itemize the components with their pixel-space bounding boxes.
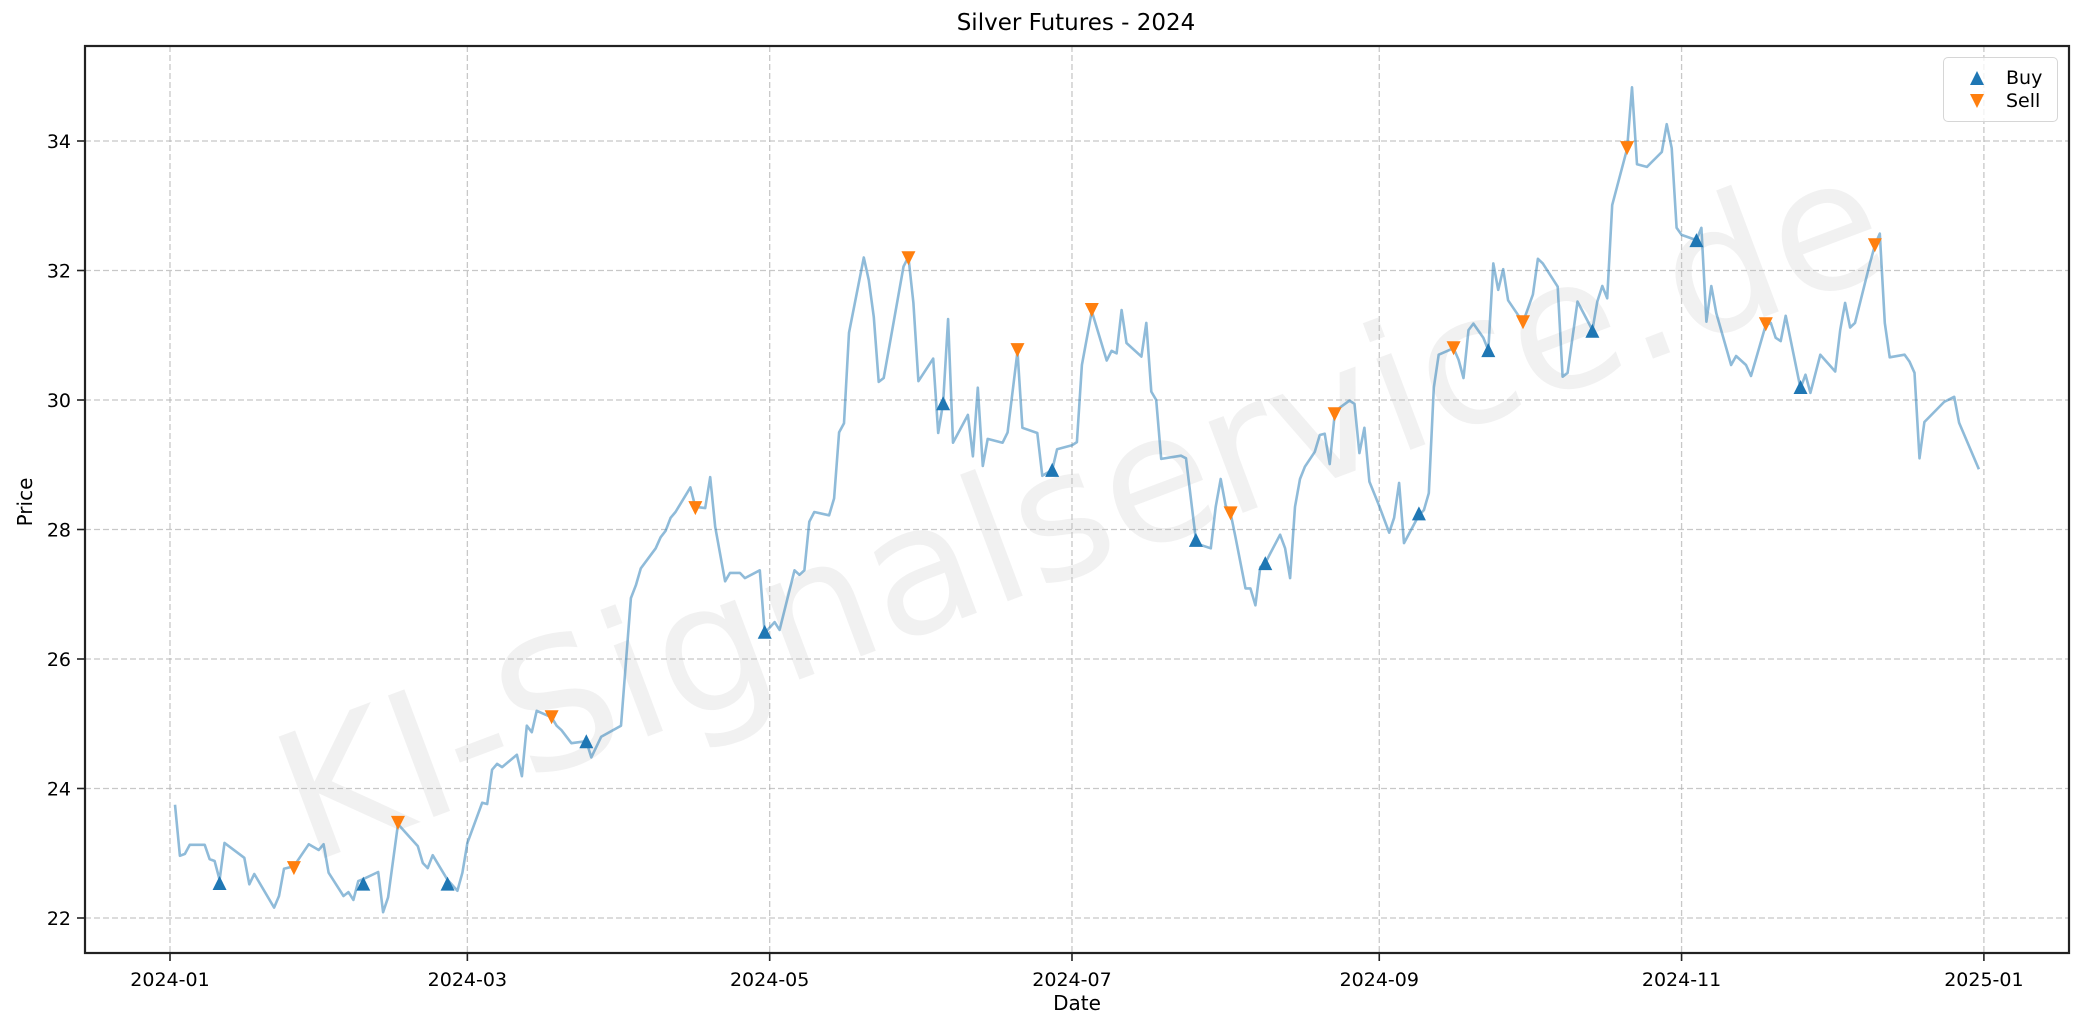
buy-marker (936, 396, 951, 411)
sell-marker (544, 710, 559, 725)
buy-marker (356, 876, 371, 891)
x-tick-label: 2024-03 (428, 969, 507, 991)
sell-marker (901, 251, 916, 266)
x-tick-label: 2025-01 (1944, 969, 2023, 991)
sell-marker (390, 815, 405, 830)
axes-frame (83, 44, 2071, 955)
buy-marker (212, 876, 227, 891)
y-tick-label: 24 (47, 779, 71, 801)
sell-marker (1515, 315, 1530, 330)
price-line (173, 86, 1981, 914)
x-tick-label: 2024-11 (1642, 969, 1721, 991)
sell-marker (1010, 343, 1025, 358)
chart-title: Silver Futures - 2024 (956, 10, 1196, 36)
y-tick-label: 34 (47, 131, 71, 153)
x-tick-label: 2024-05 (730, 969, 809, 991)
buy-marker (1689, 233, 1704, 248)
sell-marker (688, 501, 703, 516)
y-axis-ticks: 22 24 26 28 30 32 34 (47, 131, 85, 930)
grid-lines (85, 46, 2069, 953)
sell-marker (1084, 302, 1099, 317)
x-tick-label: 2024-07 (1032, 969, 1111, 991)
sell-marker (1758, 317, 1773, 332)
buy-marker (1188, 532, 1203, 547)
buy-marker (1481, 343, 1496, 358)
sell-marker (1446, 341, 1461, 356)
buy-marker (1585, 323, 1600, 338)
sell-marker (1327, 407, 1342, 422)
buy-marker (440, 876, 455, 891)
y-tick-label: 28 (47, 520, 71, 542)
buy-marker (1793, 380, 1808, 395)
sell-marker (1223, 506, 1238, 521)
buy-markers (212, 233, 1808, 891)
sell-marker (1867, 238, 1882, 253)
y-tick-label: 32 (47, 261, 71, 283)
y-tick-label: 26 (47, 649, 71, 671)
legend: Buy Sell (1943, 57, 2058, 122)
x-axis-ticks: 2024-01 2024-03 2024-05 2024-07 2024-09 2024-… (130, 953, 2024, 991)
legend-label-sell: Sell (2006, 90, 2041, 112)
buy-marker (579, 734, 594, 749)
watermark-text: KI-Signalservice.de (250, 113, 1911, 904)
y-tick-label: 22 (47, 908, 71, 930)
x-tick-label: 2024-01 (130, 969, 209, 991)
y-tick-label: 30 (47, 390, 71, 412)
sell-marker (1620, 141, 1635, 156)
buy-marker (1258, 556, 1273, 571)
buy-marker (1045, 462, 1060, 477)
legend-item-sell: Sell (1944, 89, 2040, 113)
sell-marker (286, 861, 301, 876)
y-axis-label: Price (13, 477, 37, 527)
triangle-up-icon (1962, 71, 1992, 85)
buy-marker (1411, 506, 1426, 521)
watermark: KI-Signalservice.de (250, 113, 1911, 904)
x-tick-label: 2024-09 (1340, 969, 1419, 991)
legend-label-buy: Buy (2006, 67, 2043, 89)
sell-markers (286, 141, 1882, 876)
x-axis-label: Date (1053, 991, 1101, 1015)
triangle-down-icon (1962, 94, 1992, 108)
price-series (173, 86, 1981, 914)
buy-marker (757, 624, 772, 639)
legend-item-buy: Buy (1944, 66, 2042, 90)
